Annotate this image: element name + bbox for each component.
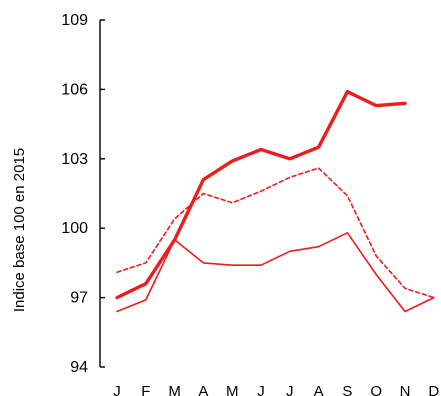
y-axis-title: Indice base 100 en 2015 <box>11 148 28 312</box>
x-tick-label: N <box>400 383 411 396</box>
y-tick-label: 94 <box>70 359 88 376</box>
y-axis-ticks: 94 97 100 103 106 109 <box>61 12 105 376</box>
x-tick-label: F <box>141 383 150 396</box>
y-tick-label: 106 <box>61 81 88 98</box>
series-layer <box>115 89 435 313</box>
x-tick-label: J <box>286 383 294 396</box>
x-tick-label: J <box>113 383 121 396</box>
series-line-2 <box>116 167 435 299</box>
x-tick-label: J <box>257 383 265 396</box>
y-tick-label: 103 <box>61 151 88 168</box>
x-tick-label: D <box>428 383 439 396</box>
x-tick-label: S <box>342 383 352 396</box>
x-tick-label: M <box>168 383 181 396</box>
y-tick-label: 100 <box>61 220 88 237</box>
x-tick-label: A <box>314 383 324 396</box>
x-tick-label: M <box>226 383 239 396</box>
y-tick-label: 97 <box>70 290 88 307</box>
y-tick-label: 109 <box>61 12 88 29</box>
series-line-3 <box>116 232 435 313</box>
x-tick-label: O <box>370 383 382 396</box>
series-line-1 <box>115 89 407 300</box>
x-tick-label: A <box>198 383 208 396</box>
